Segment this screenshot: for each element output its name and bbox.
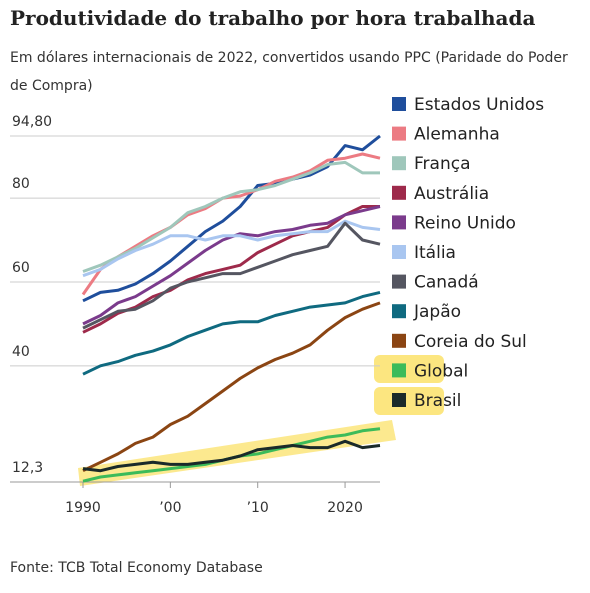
legend-swatch [392,215,406,230]
legend-swatch [392,333,406,348]
series-line [82,221,381,330]
chart-title: Produtividade do trabalho por hora traba… [10,6,536,30]
source-note: Fonte: TCB Total Economy Database [10,560,263,576]
y-tick-label: 60 [12,260,30,276]
legend-label: Brasil [414,391,461,411]
x-tick-label: 2020 [327,500,363,516]
highlight-band [78,420,396,486]
series-line [82,205,381,326]
series-line [82,301,381,473]
legend-swatch [392,393,406,407]
legend-swatch [392,126,406,141]
y-tick-label: 40 [12,344,30,360]
legend-label: Alemanha [414,125,500,145]
legend-label: Itália [414,243,456,263]
series-line [82,160,380,273]
x-tick-label: 1990 [65,500,101,516]
y-tick-label: 80 [12,176,30,192]
legend-swatch [392,245,406,259]
y-tick-label: 12,3 [12,460,43,476]
legend-label: Canadá [414,273,479,293]
y-tick-label: 94,80 [12,114,52,130]
series-line [82,219,381,278]
series-line [81,152,381,296]
legend-label: Coreia do Sul [414,332,527,352]
legend-swatch [392,97,406,111]
legend-swatch [392,156,406,171]
legend-swatch [392,274,406,289]
legend-label: Japão [413,302,461,322]
x-tick-label: ’10 [247,500,269,516]
legend-label: França [414,154,471,174]
legend-swatch [392,185,406,200]
chart-subtitle: Em dólares internacionais de 2022, conve… [10,50,568,94]
legend-label: Austrália [414,184,489,204]
highlight-legend [374,387,444,415]
legend-label: Global [414,361,468,381]
series-line [82,290,381,376]
legend-swatch [392,363,406,378]
series-line [82,439,381,473]
x-tick-label: ’00 [159,500,181,516]
legend-label: Estados Unidos [414,95,544,115]
legend-label: Reino Unido [414,213,516,233]
highlight-legend [374,355,444,383]
legend-swatch [392,304,406,319]
